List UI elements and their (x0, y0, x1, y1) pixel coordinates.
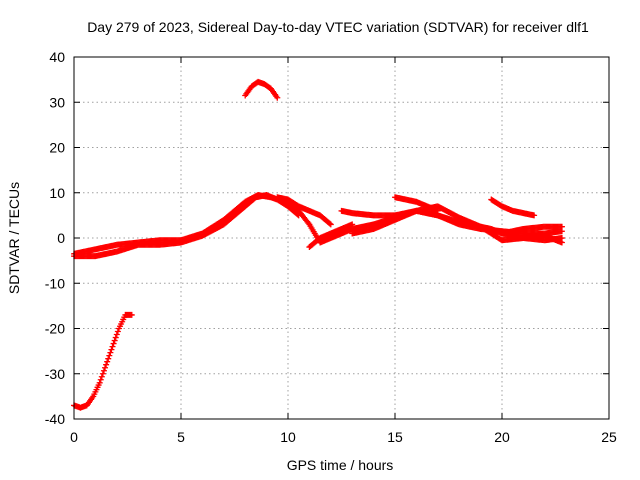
data-point (111, 337, 118, 344)
series-track-i (349, 203, 565, 244)
x-tick-label: 25 (601, 429, 617, 445)
data-point (99, 370, 106, 377)
x-tick-label: 0 (70, 429, 78, 445)
y-axis-label: SDTVAR / TECUs (6, 182, 22, 294)
x-tick-label: 10 (280, 429, 296, 445)
data-point (98, 373, 105, 380)
data-point (107, 349, 114, 356)
axis-ticks: 0 5 10 15 20 25 -40 -30 -20 -10 0 10 20 30 40 (45, 49, 617, 445)
data-point (274, 94, 281, 101)
data-point (103, 361, 110, 368)
series-track-g (306, 221, 356, 251)
data-point (327, 221, 334, 228)
series-track-e (274, 194, 334, 228)
series-track-l (499, 223, 565, 237)
data-point (531, 212, 538, 219)
series-track-a (71, 311, 135, 411)
y-tick-label: -30 (45, 366, 65, 382)
series-track-b (242, 78, 281, 101)
data-point (113, 331, 120, 338)
series-track-j (392, 194, 441, 214)
data-point (326, 220, 333, 227)
data-points (71, 78, 565, 411)
x-tick-label: 20 (494, 429, 510, 445)
data-point (349, 221, 356, 228)
y-tick-label: 40 (49, 49, 65, 65)
data-point (104, 358, 111, 365)
data-point (102, 364, 109, 371)
data-point (114, 328, 121, 335)
data-point (106, 352, 113, 359)
series-track-k (488, 196, 538, 219)
data-point (558, 235, 565, 241)
y-tick-label: 10 (49, 185, 65, 201)
data-point (434, 207, 441, 214)
y-tick-label: -10 (45, 275, 65, 291)
data-point (558, 223, 565, 230)
y-tick-label: -20 (45, 321, 65, 337)
data-point (109, 343, 116, 350)
x-tick-label: 15 (387, 429, 403, 445)
y-tick-label: 0 (57, 230, 65, 246)
y-tick-label: 20 (49, 140, 65, 156)
data-point (108, 346, 115, 353)
data-point (97, 376, 104, 383)
x-tick-label: 5 (177, 429, 185, 445)
chart-title: Day 279 of 2023, Sidereal Day-to-day VTE… (87, 19, 589, 35)
data-point (105, 355, 112, 362)
y-tick-label: 30 (49, 94, 65, 110)
data-point (96, 379, 103, 386)
y-tick-label: -40 (45, 411, 65, 427)
x-axis-label: GPS time / hours (287, 457, 394, 473)
data-point (112, 334, 119, 341)
data-point (128, 311, 135, 318)
series-track-d (71, 192, 298, 257)
data-point (100, 367, 107, 374)
plot-frame (73, 56, 610, 420)
data-point (110, 340, 117, 347)
